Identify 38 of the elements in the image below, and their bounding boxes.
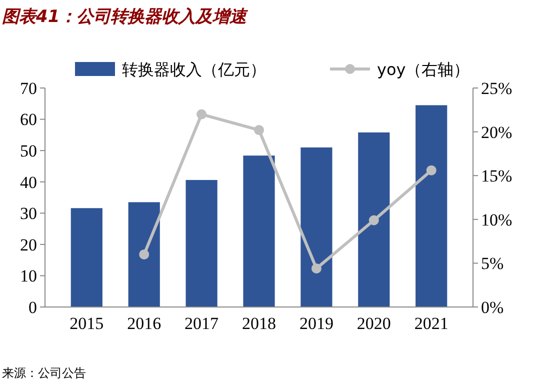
y2-tick-label: 5% [481,254,504,274]
bar [358,132,390,307]
bar [243,156,275,307]
legend-label: yoy（右轴） [377,60,470,79]
y-tick-label: 20 [20,235,37,254]
point [254,125,264,136]
bar [128,202,160,307]
y2-tick-label: 0% [481,298,504,317]
bar [300,147,332,307]
y-tick-label: 60 [20,110,37,130]
bar [416,105,448,307]
y2-tick-label: 15% [481,166,512,186]
y-tick-label: 0 [28,298,37,317]
bar [186,180,218,307]
point [426,165,436,176]
source-note: 来源：公司公告 [2,366,86,380]
point [139,249,150,260]
y2-tick-label: 10% [481,210,512,230]
x-tick-label: 2018 [242,314,276,333]
y-tick-label: 40 [20,172,37,192]
y-tick-label: 50 [20,142,37,161]
bar [70,208,102,307]
x-tick-label: 2015 [70,314,104,333]
chart-title: 图表41：公司转换器收入及增速 [2,7,249,27]
y2-tick-label: 25% [481,78,512,98]
point [311,263,322,274]
point [196,109,207,120]
y-tick-label: 30 [20,204,37,224]
x-tick-label: 2021 [414,314,448,333]
y2-tick-label: 20% [481,122,512,142]
x-tick-label: 2016 [127,314,162,333]
y-tick-label: 70 [20,78,37,98]
x-tick-label: 2019 [299,314,334,333]
y-tick-label: 10 [20,266,37,286]
x-tick-label: 2017 [184,314,220,333]
x-tick-label: 2020 [356,314,391,333]
legend-label: 转换器收入（亿元） [122,60,266,79]
point [368,215,379,226]
